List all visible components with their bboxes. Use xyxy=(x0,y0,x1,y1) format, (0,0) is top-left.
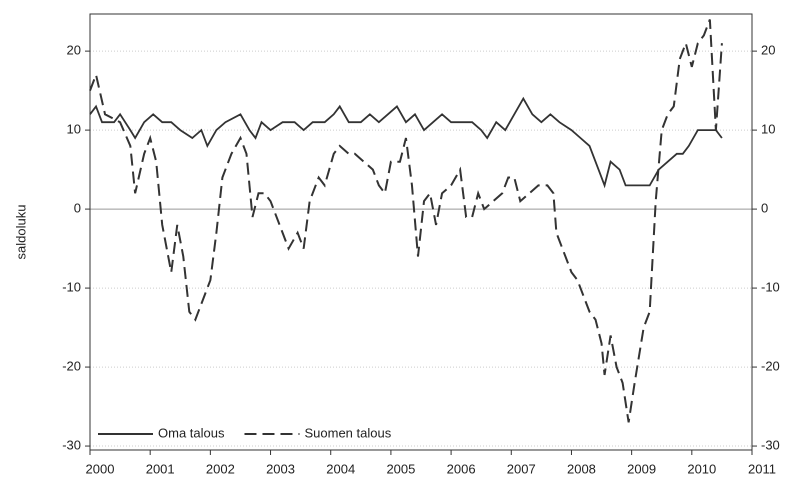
x-tick-label: 2006 xyxy=(447,461,476,476)
y2-tick-label: -30 xyxy=(761,437,780,452)
series-line xyxy=(89,19,723,423)
x-tick-label: 2011 xyxy=(748,461,776,476)
y2-tick-label: 0 xyxy=(761,201,768,216)
x-tick-label: 2000 xyxy=(86,461,115,476)
y2-tick-label: 20 xyxy=(761,43,775,58)
y-tick-label: 20 xyxy=(67,43,81,58)
x-tick-label: 2001 xyxy=(146,461,175,476)
x-tick-label: 2003 xyxy=(266,461,295,476)
legend-label: Oma talous xyxy=(158,425,225,440)
y-tick-label: 10 xyxy=(67,122,81,137)
y2-tick-label: -20 xyxy=(761,359,780,374)
x-tick-label: 2008 xyxy=(567,461,596,476)
legend-label: Suomen talous xyxy=(304,425,391,440)
x-tick-label: 2004 xyxy=(326,461,355,476)
y-tick-label: 0 xyxy=(74,201,81,216)
y2-tick-label: -10 xyxy=(761,280,780,295)
x-tick-label: 2005 xyxy=(386,461,415,476)
y-tick-label: -30 xyxy=(62,437,81,452)
plot-frame xyxy=(89,13,753,451)
series-line xyxy=(89,96,723,189)
y-tick-label: -10 xyxy=(62,280,81,295)
x-tick-label: 2010 xyxy=(687,461,716,476)
x-tick-label: 2007 xyxy=(507,461,536,476)
y2-tick-label: 10 xyxy=(761,122,775,137)
y-tick-label: -20 xyxy=(62,359,81,374)
x-tick-label: 2009 xyxy=(627,461,656,476)
x-tick-label: 2002 xyxy=(206,461,235,476)
y-axis-label: saldoluku xyxy=(13,205,28,260)
